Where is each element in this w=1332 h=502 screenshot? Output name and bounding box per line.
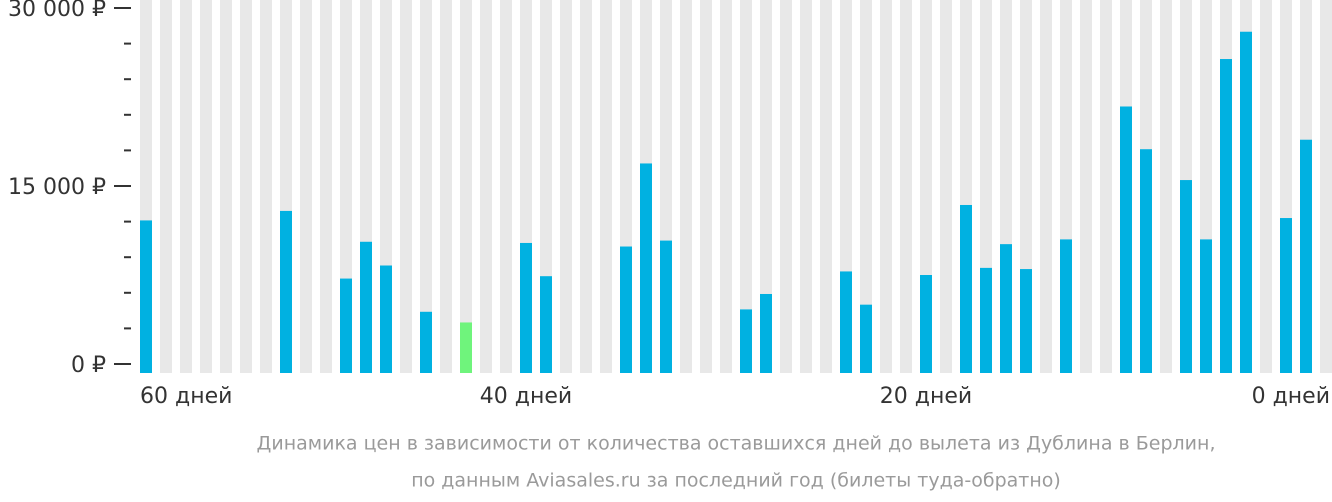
bar bbox=[1140, 149, 1152, 373]
stripe bbox=[1320, 0, 1332, 373]
bar bbox=[280, 210, 292, 373]
bar bbox=[1000, 244, 1012, 373]
stripe bbox=[580, 0, 592, 373]
stripe bbox=[740, 0, 752, 373]
bar bbox=[1020, 269, 1032, 373]
bar bbox=[540, 276, 552, 373]
stripe bbox=[180, 0, 192, 373]
bar bbox=[860, 304, 872, 373]
bar bbox=[380, 265, 392, 373]
stripe bbox=[1160, 0, 1172, 373]
bar bbox=[620, 246, 632, 373]
bar bbox=[660, 240, 672, 373]
x-tick-label: 20 дней bbox=[880, 384, 972, 409]
stripe bbox=[220, 0, 232, 373]
bar bbox=[460, 322, 472, 373]
stripe bbox=[560, 0, 572, 373]
stripe bbox=[420, 0, 432, 373]
stripe bbox=[320, 0, 332, 373]
stripe bbox=[500, 0, 512, 373]
stripe bbox=[700, 0, 712, 373]
bar bbox=[420, 311, 432, 373]
bar bbox=[1200, 239, 1212, 373]
stripe bbox=[1080, 0, 1092, 373]
stripe bbox=[260, 0, 272, 373]
bar bbox=[1060, 239, 1072, 373]
bar bbox=[1240, 31, 1252, 373]
stripe bbox=[900, 0, 912, 373]
bar bbox=[140, 220, 152, 373]
stripe bbox=[240, 0, 252, 373]
stripe bbox=[800, 0, 812, 373]
stripe bbox=[940, 0, 952, 373]
stripe bbox=[460, 0, 472, 373]
bar bbox=[640, 163, 652, 373]
x-tick-label: 40 дней bbox=[480, 384, 572, 409]
bar bbox=[520, 242, 532, 373]
bar bbox=[840, 271, 852, 373]
stripe bbox=[160, 0, 172, 373]
bar bbox=[920, 275, 932, 373]
stripe bbox=[300, 0, 312, 373]
stripe bbox=[1040, 0, 1052, 373]
bar bbox=[1280, 218, 1292, 373]
caption: по данным Aviasales.ru за последний год … bbox=[411, 470, 1061, 492]
stripe bbox=[200, 0, 212, 373]
bar bbox=[980, 267, 992, 373]
x-tick-label: 60 дней bbox=[140, 384, 232, 409]
y-tick-label: 0 ₽ bbox=[71, 353, 106, 378]
bar bbox=[340, 278, 352, 373]
stripe bbox=[880, 0, 892, 373]
caption: Динамика цен в зависимости от количества… bbox=[257, 433, 1216, 455]
stripe bbox=[440, 0, 452, 373]
stripe bbox=[720, 0, 732, 373]
bar bbox=[1180, 180, 1192, 373]
bar bbox=[1220, 59, 1232, 373]
y-tick-label: 15 000 ₽ bbox=[8, 175, 106, 200]
stripe bbox=[680, 0, 692, 373]
bar bbox=[960, 204, 972, 373]
bar bbox=[1120, 106, 1132, 373]
stripe bbox=[860, 0, 872, 373]
bar bbox=[740, 309, 752, 373]
stripe bbox=[1100, 0, 1112, 373]
y-tick-label: 30 000 ₽ bbox=[8, 0, 106, 22]
x-tick-label: 0 дней bbox=[1252, 384, 1330, 409]
stripe bbox=[780, 0, 792, 373]
stripe bbox=[1260, 0, 1272, 373]
bar bbox=[360, 241, 372, 373]
bar bbox=[760, 293, 772, 373]
stripe bbox=[820, 0, 832, 373]
stripe bbox=[480, 0, 492, 373]
bar bbox=[1300, 139, 1312, 373]
stripe bbox=[760, 0, 772, 373]
stripe bbox=[600, 0, 612, 373]
stripe bbox=[400, 0, 412, 373]
